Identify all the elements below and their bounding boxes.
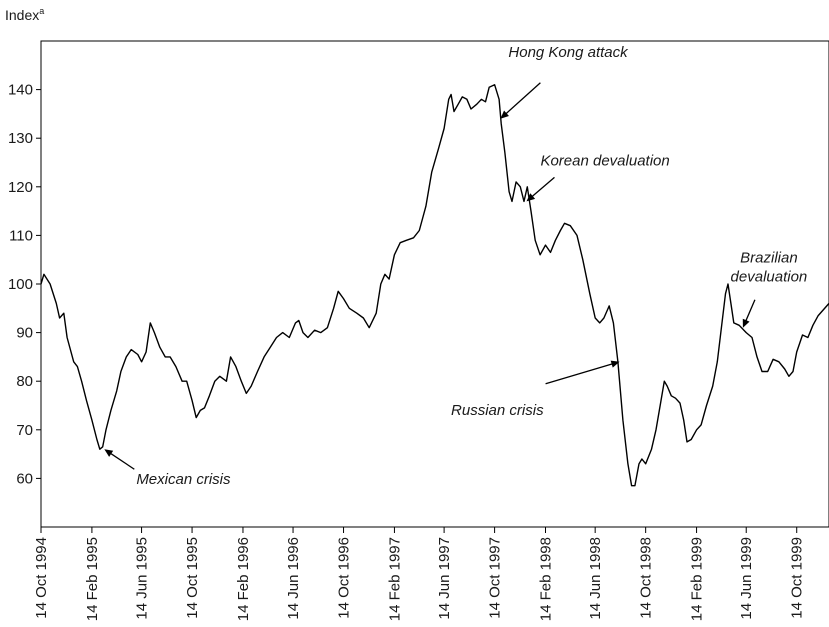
x-tick-label: 14 Oct 1996 xyxy=(336,537,353,619)
annotation-label: Mexican crisis xyxy=(136,471,231,488)
x-tick-label: 14 Feb 1996 xyxy=(235,537,252,621)
x-tick-label: 14 Feb 1995 xyxy=(84,537,101,621)
y-axis-label: Indexa xyxy=(5,6,44,23)
y-tick-label: 140 xyxy=(8,82,33,99)
x-tick-label: 14 Jun 1995 xyxy=(134,537,151,620)
y-axis: 60 70 80 90 100 110 120 130 140 xyxy=(8,82,41,488)
y-tick-label: 120 xyxy=(8,179,33,196)
x-tick-label: 14 Oct 1998 xyxy=(638,537,655,619)
x-tick-label: 14 Jun 1998 xyxy=(587,537,604,620)
index-series-line xyxy=(41,85,829,486)
y-tick-label: 70 xyxy=(16,422,33,439)
y-tick-label: 110 xyxy=(9,227,33,244)
x-tick-label: 14 Oct 1999 xyxy=(789,537,806,619)
y-tick-label: 90 xyxy=(16,325,33,342)
x-axis: 14 Oct 1994 14 Feb 1995 14 Jun 1995 14 Oct … xyxy=(33,527,806,621)
y-axis-label-superscript: a xyxy=(39,6,44,16)
y-tick-label: 100 xyxy=(8,276,33,293)
annotation-label: Brazilian xyxy=(740,250,798,267)
annotation-arrowhead xyxy=(104,449,113,457)
x-tick-label: 14 Feb 1998 xyxy=(538,537,555,621)
x-tick-label: 14 Jun 1999 xyxy=(738,537,755,620)
annotation-label: Hong Kong attack xyxy=(508,44,629,61)
annotation-label: Russian crisis xyxy=(451,402,544,419)
annotation-arrow-line xyxy=(108,451,135,469)
annotation-arrow-line xyxy=(546,363,616,384)
x-tick-label: 14 Feb 1997 xyxy=(386,537,403,621)
x-tick-label: 14 Oct 1995 xyxy=(184,537,201,619)
plot-frame xyxy=(41,41,829,527)
y-tick-label: 60 xyxy=(16,470,33,487)
x-tick-label: 14 Feb 1999 xyxy=(689,537,706,621)
annotation-label: devaluation xyxy=(731,269,808,286)
annotation-label: Korean devaluation xyxy=(540,152,669,169)
x-tick-label: 14 Jun 1996 xyxy=(285,537,302,620)
x-tick-label: 14 Oct 1994 xyxy=(33,537,50,619)
x-tick-label: 14 Jun 1997 xyxy=(436,537,453,620)
annotation-arrow-line xyxy=(530,177,555,198)
y-tick-label: 130 xyxy=(8,130,33,147)
y-tick-label: 80 xyxy=(16,373,33,390)
annotation-arrow-line xyxy=(503,83,540,116)
y-axis-label-text: Index xyxy=(5,7,39,23)
x-tick-label: 14 Oct 1997 xyxy=(487,537,504,619)
